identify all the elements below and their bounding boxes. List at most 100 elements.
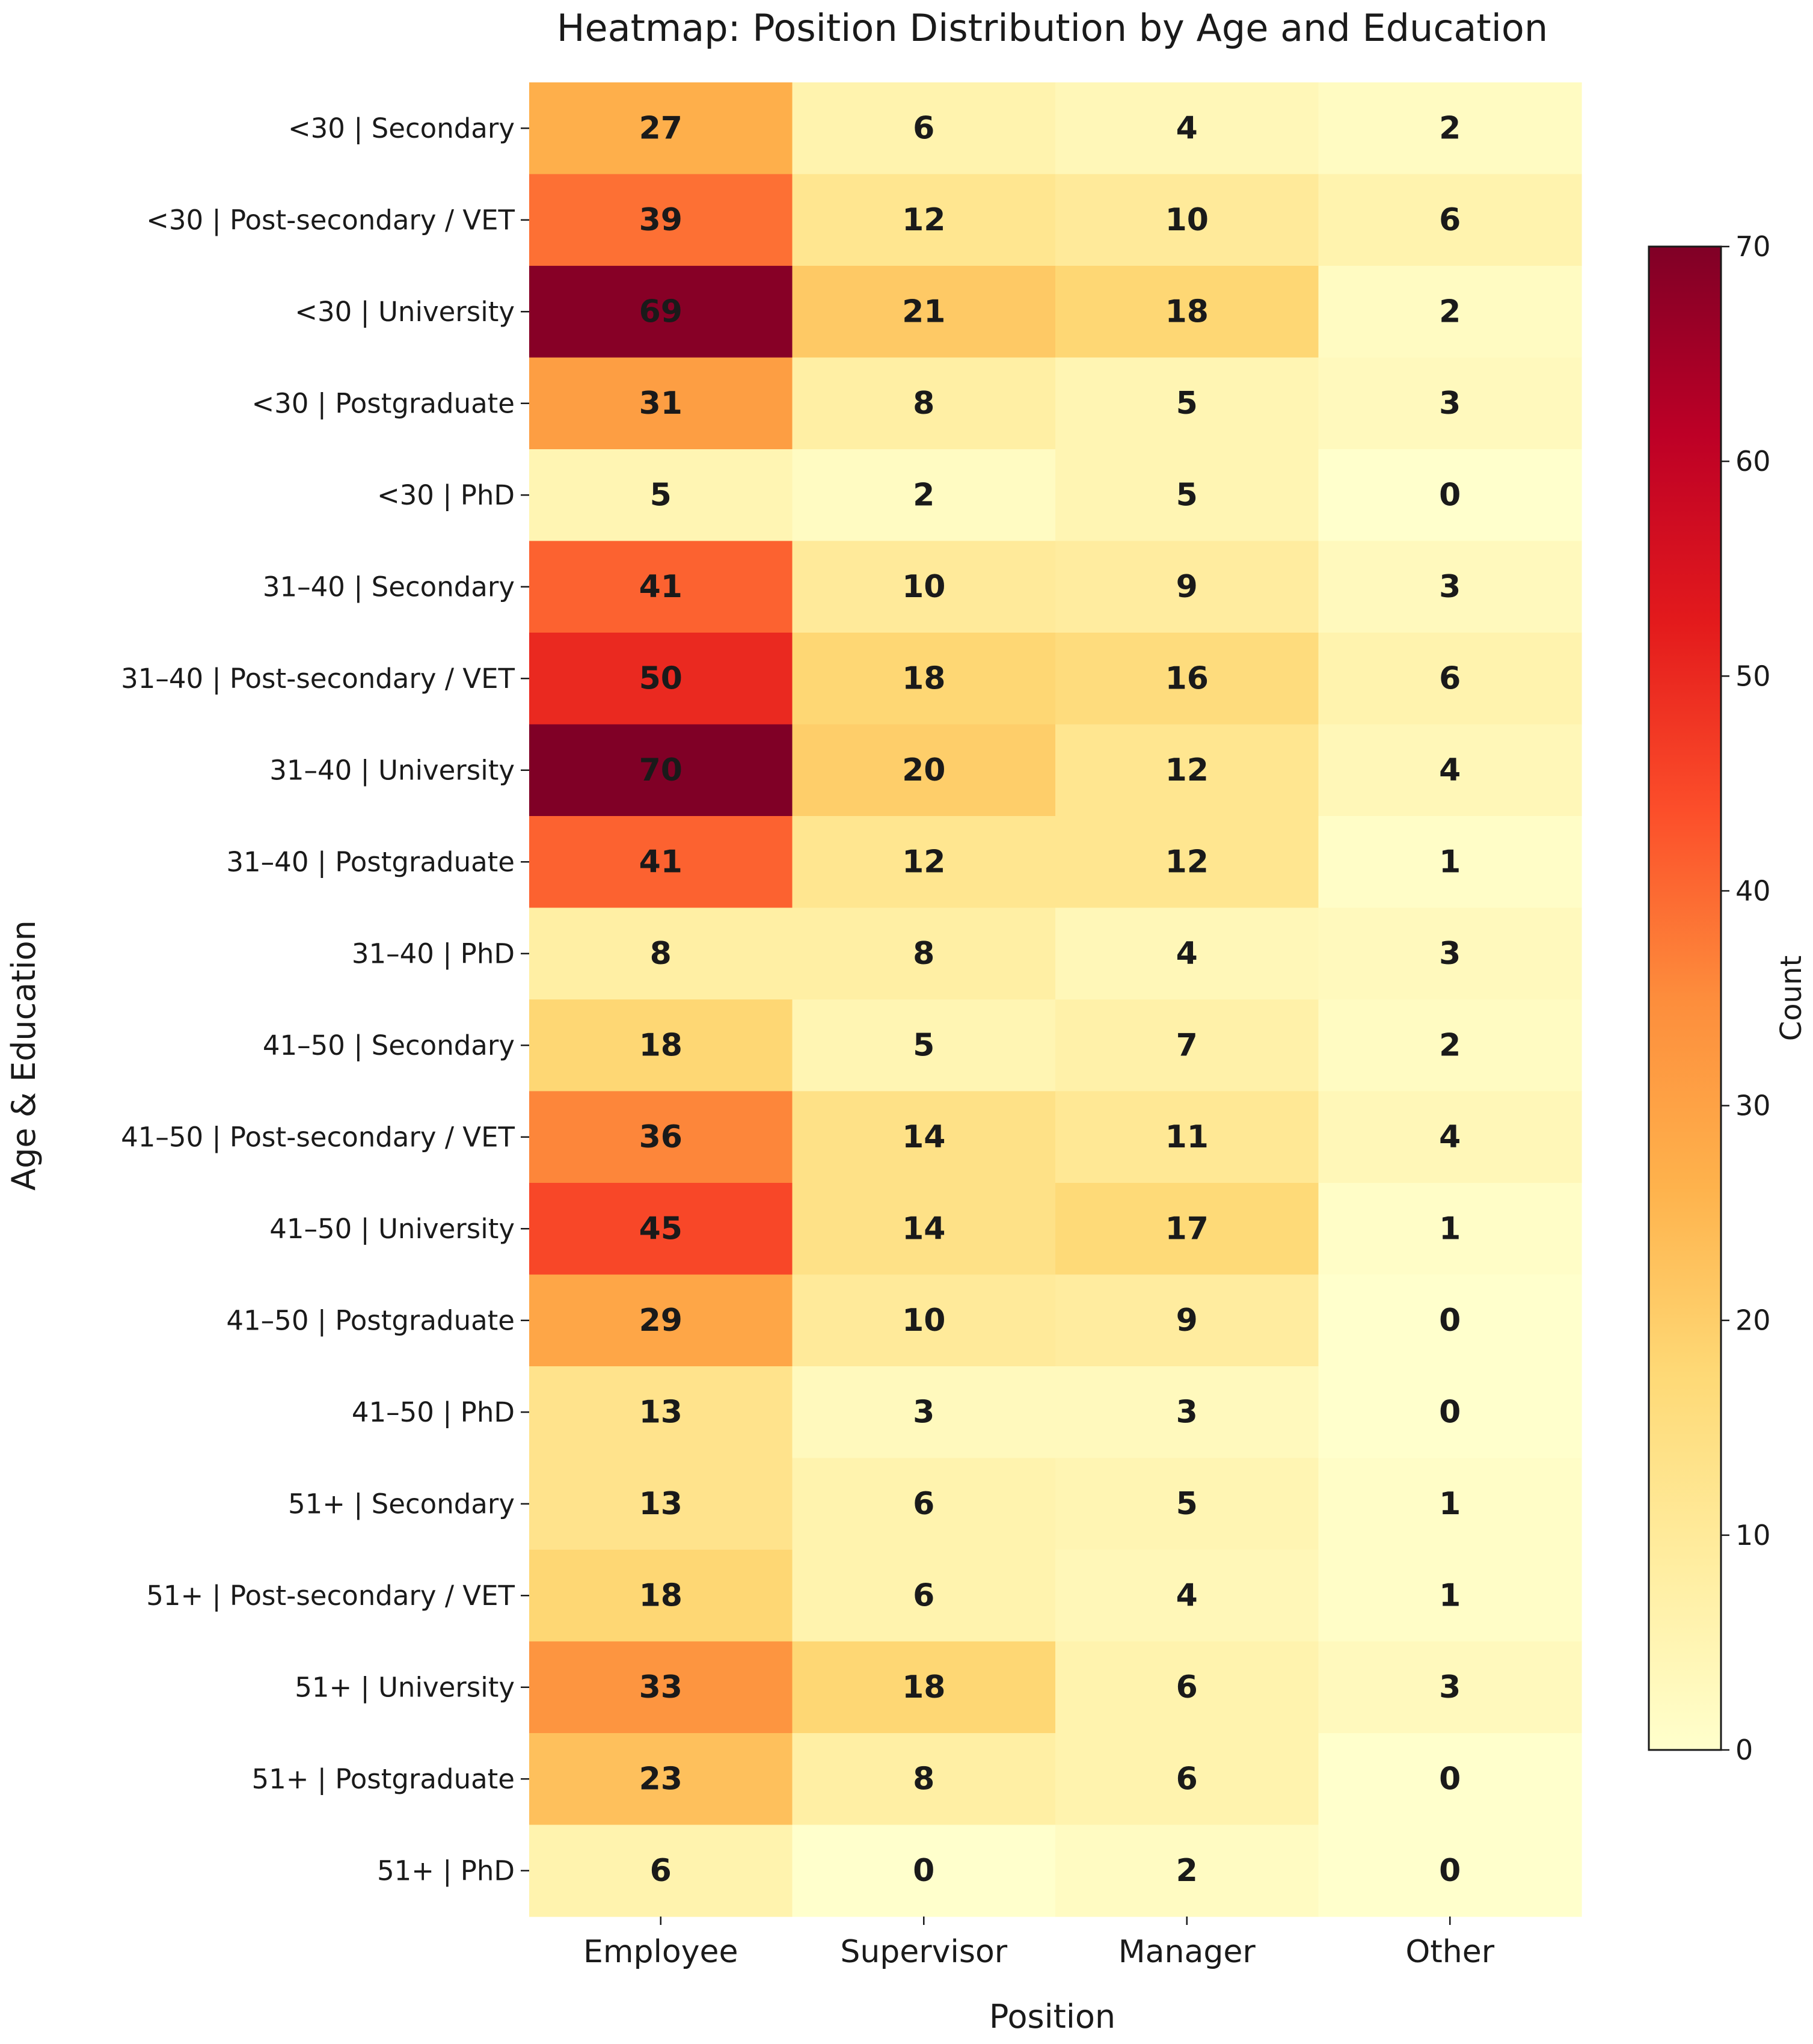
heatmap-cell (792, 724, 1056, 817)
cell-value-label: 18 (1165, 293, 1209, 330)
heatmap-cell (1318, 1274, 1582, 1367)
heatmap-cell (529, 541, 793, 633)
heatmap-cell (1318, 1458, 1582, 1550)
y-tick-label: 51+ | PhD (377, 1855, 515, 1886)
cell-value-label: 6 (1439, 660, 1461, 696)
cell-value-label: 6 (913, 1577, 934, 1613)
colorbar-tick-label: 70 (1735, 230, 1771, 263)
cell-value-label: 0 (1439, 1761, 1461, 1797)
cell-value-label: 0 (1439, 477, 1461, 513)
cell-value-label: 4 (1176, 110, 1198, 146)
heatmap-cell (1055, 1091, 1319, 1183)
cell-value-label: 12 (902, 202, 945, 238)
heatmap-cell (792, 816, 1056, 909)
heatmap-cell (792, 1733, 1056, 1826)
heatmap-cell (792, 357, 1056, 450)
heatmap-cell (792, 1550, 1056, 1642)
cell-value-label: 23 (639, 1761, 683, 1797)
x-tick-label: Other (1405, 1934, 1494, 1970)
heatmap-cell (792, 1274, 1056, 1367)
heatmap-cell (1055, 174, 1319, 266)
cell-value-label: 31 (639, 385, 683, 422)
heatmap-cell (1055, 1641, 1319, 1734)
heatmap-cell (1318, 541, 1582, 633)
heatmap-cell (1318, 999, 1582, 1092)
heatmap-cell (1318, 1366, 1582, 1459)
cell-value-label: 18 (902, 1669, 945, 1705)
cell-value-label: 39 (639, 202, 683, 238)
heatmap-cell (529, 1733, 793, 1826)
colorbar-tick-label: 20 (1735, 1304, 1771, 1337)
heatmap-cell (529, 1458, 793, 1550)
heatmap-cell (1318, 1733, 1582, 1826)
colorbar-label: Count (1775, 956, 1808, 1042)
heatmap-cell (1318, 1183, 1582, 1275)
heatmap-cell (529, 1641, 793, 1734)
y-tick-label: 41–50 | PhD (352, 1396, 515, 1428)
heatmap-cell (792, 633, 1056, 725)
cell-value-label: 2 (1439, 1027, 1461, 1063)
cell-value-label: 36 (639, 1119, 683, 1155)
cell-value-label: 13 (639, 1486, 683, 1522)
heatmap-cell (1055, 541, 1319, 633)
cell-value-label: 16 (1165, 660, 1209, 696)
cell-value-label: 27 (639, 110, 683, 146)
heatmap-cell (792, 907, 1056, 1000)
heatmap-cell (1318, 1550, 1582, 1642)
heatmap-cell (1055, 82, 1319, 175)
heatmap-cell (792, 1183, 1056, 1275)
heatmap-cell (1318, 724, 1582, 817)
y-tick-label: 31–40 | Secondary (263, 571, 515, 603)
cell-value-label: 41 (639, 569, 683, 605)
colorbar: 0 10 20 30 40 50 60 70 Count (1648, 230, 1808, 1766)
chart-title: Heatmap: Position Distribution by Age an… (557, 6, 1548, 50)
cell-value-label: 5 (650, 477, 672, 513)
cell-value-label: 2 (1176, 1853, 1198, 1889)
colorbar-tick-label: 60 (1735, 445, 1771, 477)
heatmap-cell (1055, 1183, 1319, 1275)
heatmap-cell (529, 1825, 793, 1917)
heatmap-cell (1318, 1825, 1582, 1917)
heatmap-cell (792, 541, 1056, 633)
heatmap-cell (1055, 907, 1319, 1000)
y-tick-label: 31–40 | Postgraduate (226, 846, 515, 878)
cell-value-label: 10 (902, 1303, 945, 1339)
heatmap-cells (529, 82, 1582, 1917)
heatmap-cell (529, 999, 793, 1092)
cell-value-label: 6 (913, 110, 934, 146)
heatmap-cell (529, 724, 793, 817)
heatmap-cell (1318, 1641, 1582, 1734)
cell-value-label: 2 (1439, 293, 1461, 330)
colorbar-gradient (1648, 245, 1722, 1751)
heatmap-cell (529, 82, 793, 175)
cell-value-label: 2 (1439, 110, 1461, 146)
cell-value-label: 4 (1176, 936, 1198, 972)
heatmap-cell (529, 1091, 793, 1183)
cell-value-label: 7 (1176, 1027, 1198, 1063)
heatmap-cell (792, 1641, 1056, 1734)
heatmap-cell (792, 1458, 1056, 1550)
heatmap-cell (792, 1091, 1056, 1183)
cell-value-label: 8 (650, 936, 672, 972)
heatmap-cell (792, 266, 1056, 358)
cell-value-label: 41 (639, 844, 683, 880)
cell-value-label: 8 (913, 385, 934, 422)
heatmap-cell (1055, 1458, 1319, 1550)
cell-value-label: 11 (1165, 1119, 1209, 1155)
cell-value-label: 12 (1165, 752, 1209, 788)
heatmap-cell (1318, 266, 1582, 358)
heatmap-cell (1055, 449, 1319, 542)
cell-value-label: 70 (639, 752, 683, 788)
cell-value-label: 18 (902, 660, 945, 696)
cell-value-label: 4 (1176, 1577, 1198, 1613)
heatmap-cell (792, 174, 1056, 266)
y-tick-label: <30 | Secondary (288, 112, 515, 144)
y-tick-label: <30 | Postgraduate (251, 387, 515, 419)
heatmap-cell (1318, 816, 1582, 909)
heatmap-cell (529, 1274, 793, 1367)
y-tick-label: 31–40 | PhD (352, 938, 515, 969)
x-axis-label: Position (989, 1998, 1115, 2036)
heatmap-cell (1055, 1274, 1319, 1367)
